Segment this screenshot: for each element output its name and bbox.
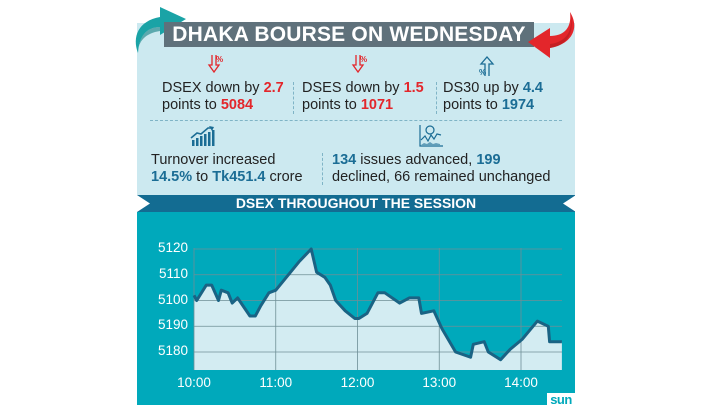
y-tick-label: 5100 bbox=[157, 291, 188, 307]
percent-down-icon: % bbox=[207, 55, 223, 74]
curved-arrow-up-right-icon bbox=[135, 7, 186, 53]
dsex-value: 5084 bbox=[220, 97, 254, 113]
divider bbox=[293, 82, 294, 114]
x-tick-label: 10:00 bbox=[177, 375, 211, 390]
curved-arrow-down-left-icon bbox=[528, 12, 575, 58]
divider bbox=[322, 153, 323, 185]
turnover-amount: Tk451.4 bbox=[212, 169, 266, 185]
stat-turnover: Turnover increased 14.5% to Tk451.4 cror… bbox=[151, 152, 303, 185]
x-tick-label: 13:00 bbox=[422, 375, 457, 390]
market-chart-icon bbox=[419, 125, 443, 147]
divider bbox=[436, 82, 437, 114]
dsex-area-chart bbox=[192, 247, 562, 370]
bar-growth-icon bbox=[190, 126, 215, 146]
y-tick-label: 5110 bbox=[158, 265, 188, 281]
summary-panel bbox=[137, 23, 575, 195]
svg-text:%: % bbox=[360, 55, 367, 64]
dses-change: 1.5 bbox=[403, 80, 424, 96]
x-tick-label: 12:00 bbox=[340, 375, 375, 390]
ribbon-notch-right bbox=[563, 195, 576, 212]
stat-issues: 134 issues advanced, 199 declined, 66 re… bbox=[332, 152, 551, 185]
ds30-value: 1974 bbox=[501, 97, 535, 113]
turnover-pct: 14.5% bbox=[151, 169, 193, 185]
page-title: DHAKA BOURSE ON WEDNESDAY bbox=[172, 23, 526, 46]
y-tick-label: 5190 bbox=[157, 317, 188, 333]
percent-down-icon: % bbox=[351, 55, 367, 74]
sun-logo: sun bbox=[547, 393, 575, 406]
title-bar bbox=[164, 22, 534, 47]
svg-text:%: % bbox=[479, 68, 486, 77]
dsex-change: 2.7 bbox=[263, 80, 284, 96]
section-ribbon bbox=[137, 195, 575, 212]
x-tick-label: 11:00 bbox=[259, 375, 293, 390]
issues-advanced: 134 bbox=[332, 152, 357, 168]
svg-text:%: % bbox=[216, 55, 223, 64]
percent-up-icon: % bbox=[479, 56, 495, 77]
stat-dses: DSES down by 1.5 points to 1071 bbox=[302, 80, 424, 113]
chart-title: DSEX THROUGHOUT THE SESSION bbox=[235, 195, 477, 211]
y-tick-label: 5120 bbox=[157, 240, 188, 255]
stat-dsex: DSEX down by 2.7 points to 5084 bbox=[162, 80, 284, 113]
stat-ds30: DS30 up by 4.4 points to 1974 bbox=[443, 80, 543, 113]
dses-value: 1071 bbox=[360, 97, 394, 113]
y-tick-label: 5180 bbox=[157, 343, 188, 358]
horizontal-divider bbox=[150, 120, 562, 121]
x-tick-label: 14:00 bbox=[504, 375, 538, 390]
issues-declined: 199 bbox=[476, 152, 501, 168]
ds30-change: 4.4 bbox=[522, 80, 543, 96]
ribbon-notch-left bbox=[137, 195, 150, 212]
